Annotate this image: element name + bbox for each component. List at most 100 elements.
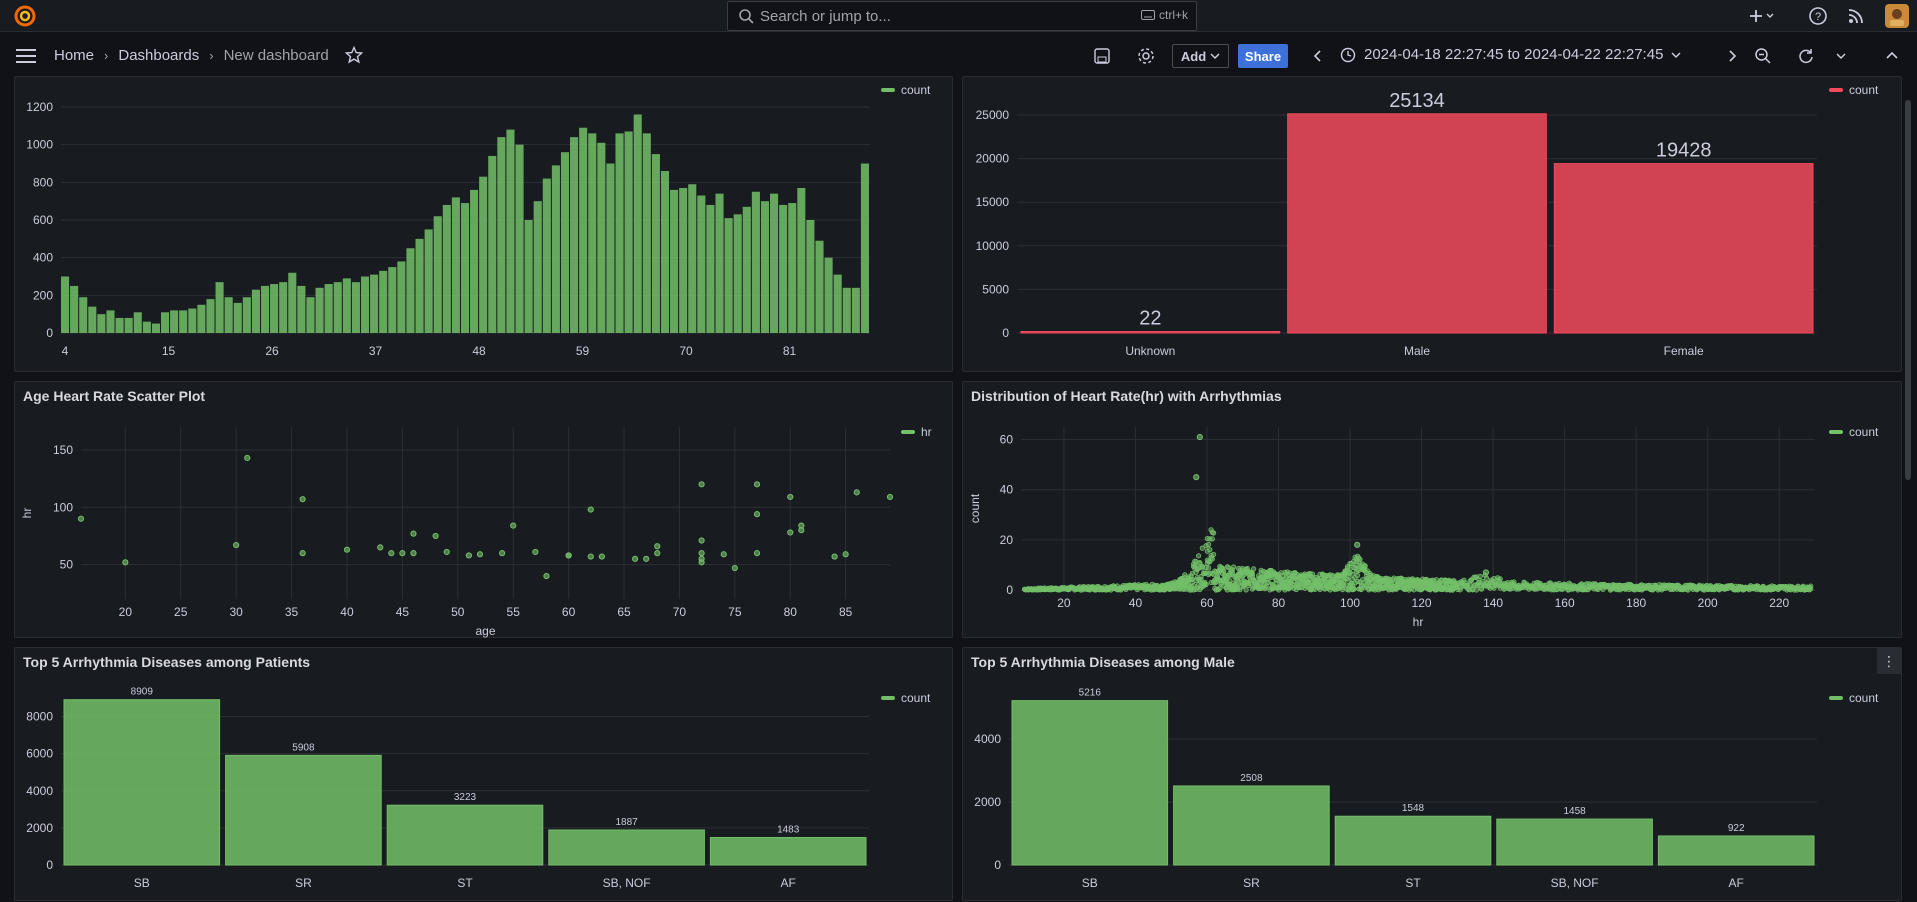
histogram-bar xyxy=(451,197,460,333)
legend-item[interactable]: count xyxy=(881,691,930,705)
share-button[interactable]: Share xyxy=(1238,44,1288,68)
legend-item[interactable]: count xyxy=(1829,691,1878,705)
panel-menu-button[interactable]: ⋮ xyxy=(1877,648,1901,674)
scatter-point xyxy=(1478,586,1485,592)
histogram-bar xyxy=(515,144,524,333)
histogram-bar xyxy=(215,282,224,333)
x-tick-label: SB xyxy=(1082,876,1098,890)
scatter-point xyxy=(698,481,705,488)
scatter-point xyxy=(1349,571,1356,577)
chevron-down-icon[interactable] xyxy=(1836,52,1846,60)
legend-item[interactable]: count xyxy=(1829,425,1878,439)
age-histogram-panel: count 0 200 400 600 800 1000 1200 4 15 26 37 48 59 70… xyxy=(14,76,953,372)
x-tick-label: 40 xyxy=(340,605,354,619)
menu-hamburger-icon[interactable] xyxy=(16,48,36,64)
save-icon[interactable] xyxy=(1093,47,1111,65)
histogram-bar xyxy=(815,240,824,333)
histogram-bar xyxy=(88,306,97,333)
legend-item[interactable]: hr xyxy=(901,425,932,439)
histogram-bar xyxy=(579,127,588,333)
age-heart-rate-scatter-chart: 50 100 150 20 25 30 35 40 45 50 55 60 65 70 75 80 85 age h… xyxy=(20,427,894,638)
scatter-point xyxy=(510,522,517,529)
histogram-bar xyxy=(642,133,651,333)
histogram-bar xyxy=(288,272,297,333)
add-label: Add xyxy=(1180,48,1207,64)
histogram-bar xyxy=(651,154,660,333)
histogram-bar xyxy=(279,282,288,333)
histogram-bar xyxy=(233,302,242,333)
y-tick-label: 0 xyxy=(994,858,1001,872)
histogram-bar xyxy=(297,285,306,333)
histogram-bar xyxy=(415,238,424,333)
heart-rate-distribution-panel: Distribution of Heart Rate(hr) with Arrh… xyxy=(962,381,1902,638)
time-range-picker[interactable]: 2024-04-18 22:27:45 to 2024-04-22 22:27:… xyxy=(1340,46,1681,63)
scatter-point xyxy=(753,511,761,518)
scatter-point xyxy=(698,550,705,557)
breadcrumb: Home › Dashboards › New dashboard xyxy=(54,46,363,64)
scatter-point xyxy=(753,481,761,488)
user-avatar-icon[interactable] xyxy=(1885,4,1909,28)
x-tick-label: 200 xyxy=(1698,596,1718,610)
scatter-point xyxy=(465,552,472,559)
histogram-bar xyxy=(624,131,633,333)
scatter-point xyxy=(1351,585,1357,592)
help-icon[interactable]: ? xyxy=(1808,6,1828,26)
x-tick-label: 65 xyxy=(617,605,631,619)
y-tick-label: 6000 xyxy=(26,747,53,761)
scatter-point xyxy=(1251,566,1257,572)
legend-label: hr xyxy=(921,425,932,439)
chevron-up-icon[interactable] xyxy=(1886,50,1898,60)
gear-icon[interactable] xyxy=(1137,47,1155,65)
data-label: 1483 xyxy=(777,824,800,835)
scatter-point xyxy=(543,572,550,580)
legend-item[interactable]: count xyxy=(881,83,930,97)
scatter-point xyxy=(1247,581,1253,587)
x-tick-label: 160 xyxy=(1555,596,1575,610)
histogram-bar xyxy=(270,284,279,333)
scatter-point xyxy=(1197,560,1203,566)
histogram-bar xyxy=(479,176,488,333)
histogram-bar xyxy=(660,171,670,333)
bar xyxy=(225,754,382,866)
legend-swatch xyxy=(901,430,915,434)
add-button[interactable]: Add xyxy=(1172,44,1229,68)
gender-bar-chart: 0 5000 10000 15000 20000 25000 22 Unknown 25134 M… xyxy=(976,90,1817,358)
legend-label: count xyxy=(1849,425,1879,439)
news-rss-icon[interactable] xyxy=(1846,6,1866,26)
legend-item[interactable]: count xyxy=(1829,83,1878,97)
x-tick-label: SR xyxy=(1243,876,1260,890)
y-tick-label: 0 xyxy=(1006,583,1013,597)
time-back-icon[interactable] xyxy=(1312,50,1324,62)
histogram-bar xyxy=(488,155,497,333)
histogram-bar xyxy=(860,163,869,333)
age-heart-rate-panel: Age Heart Rate Scatter Plot hr 50 100 150 2… xyxy=(14,381,953,638)
chevron-right-icon: › xyxy=(209,47,214,63)
scatter-point xyxy=(787,493,794,501)
breadcrumb-dashboards[interactable]: Dashboards xyxy=(118,46,200,64)
page-scrollbar[interactable] xyxy=(1905,100,1911,480)
y-tick-label: 5000 xyxy=(982,282,1009,296)
legend-swatch xyxy=(1829,88,1843,92)
search-input[interactable]: Search or jump to... ctrl+k xyxy=(727,1,1197,31)
x-tick-label: 25 xyxy=(174,605,188,619)
data-label: 25134 xyxy=(1389,90,1445,112)
histogram-bar xyxy=(524,220,533,333)
x-tick-label: Unknown xyxy=(1125,344,1175,358)
scatter-point xyxy=(1354,572,1361,579)
scatter-point xyxy=(410,530,417,537)
refresh-icon[interactable] xyxy=(1797,47,1815,65)
legend-label: count xyxy=(1849,83,1879,97)
time-forward-icon[interactable] xyxy=(1726,50,1738,62)
breadcrumb-home[interactable]: Home xyxy=(54,46,95,64)
star-icon[interactable] xyxy=(344,46,363,64)
x-tick-label: ST xyxy=(457,876,473,890)
grafana-logo-icon[interactable] xyxy=(14,5,36,27)
x-tick-label: 70 xyxy=(673,605,687,619)
scatter-point xyxy=(399,550,406,557)
x-tick-label: 85 xyxy=(839,605,853,619)
x-axis-label: hr xyxy=(1413,615,1424,629)
new-menu-button[interactable] xyxy=(1748,6,1776,26)
scatter-point xyxy=(1227,578,1233,584)
svg-text:?: ? xyxy=(1815,11,1821,23)
zoom-out-icon[interactable] xyxy=(1754,47,1772,65)
